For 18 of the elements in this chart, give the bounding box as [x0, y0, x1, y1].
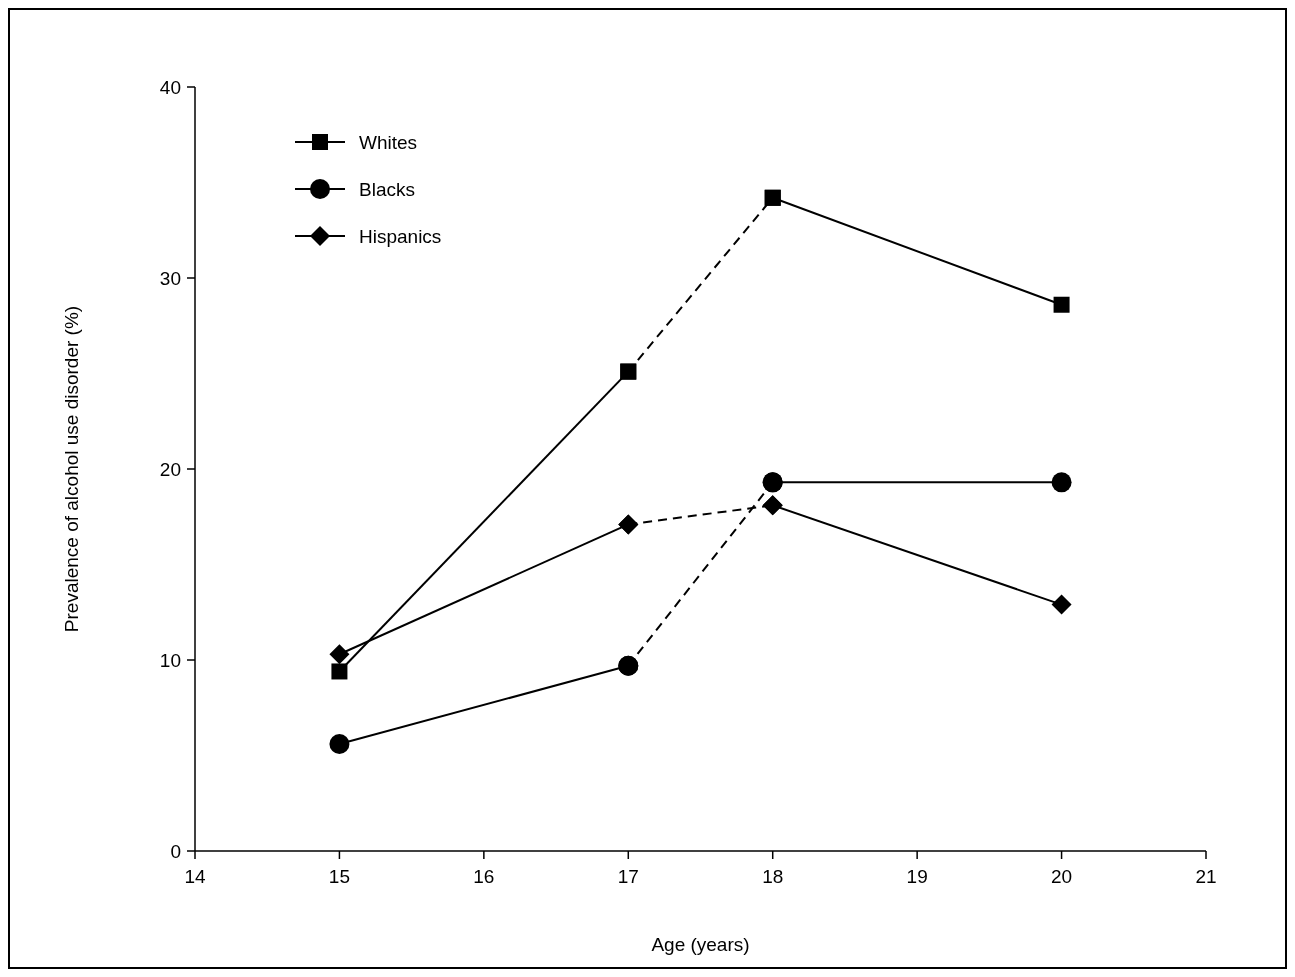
- x-tick-label: 18: [762, 866, 784, 887]
- x-tick-label: 15: [328, 866, 350, 887]
- x-tick-label: 21: [1195, 866, 1217, 887]
- y-tick-label: 10: [159, 649, 181, 671]
- x-tick-label: 16: [473, 866, 495, 887]
- y-tick-label: 40: [159, 76, 181, 98]
- x-axis-title: Age (years): [651, 934, 750, 955]
- x-tick-label: 20: [1051, 866, 1073, 887]
- legend-label: Whites: [359, 131, 418, 153]
- y-tick-label: 0: [170, 840, 181, 862]
- x-tick-label: 19: [906, 866, 928, 887]
- y-tick-label: 20: [159, 458, 181, 480]
- x-tick-label: 14: [184, 866, 206, 887]
- y-tick-label: 30: [159, 267, 181, 289]
- legend-label: Blacks: [359, 178, 415, 200]
- legend-label: Hispanics: [359, 225, 442, 247]
- y-axis-title: Prevalence of alcohol use disorder (%): [61, 305, 82, 633]
- x-tick-label: 17: [617, 866, 639, 887]
